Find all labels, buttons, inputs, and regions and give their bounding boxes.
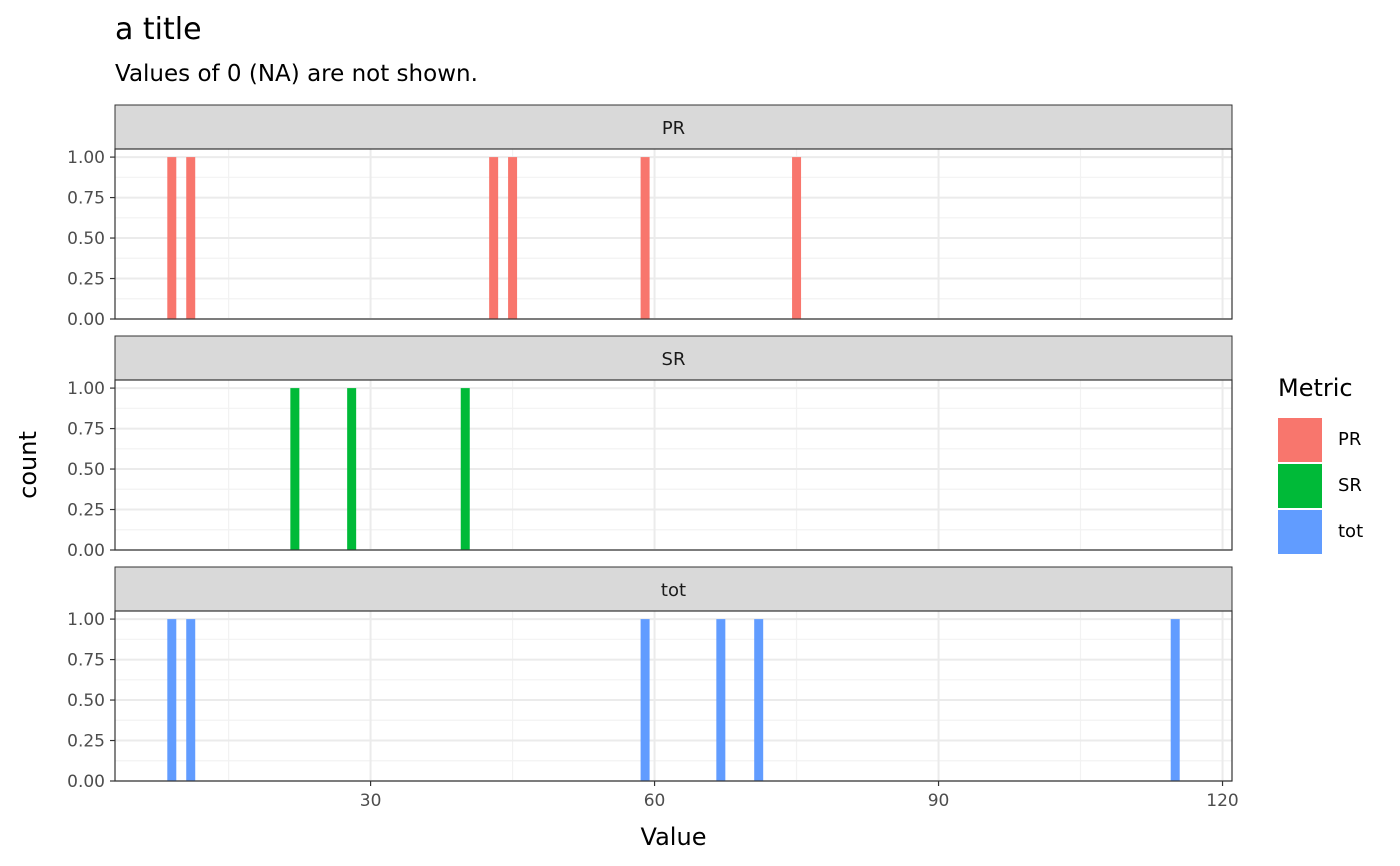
y-tick-label: 0.00 <box>67 772 105 792</box>
histogram-bar <box>186 619 196 781</box>
histogram-bar <box>290 388 300 550</box>
x-tick-label: 90 <box>928 791 950 811</box>
histogram-bar <box>640 157 650 319</box>
x-tick-label: 60 <box>644 791 666 811</box>
facet-strip-label: tot <box>661 580 686 601</box>
y-tick-label: 0.75 <box>67 189 105 209</box>
histogram-bar <box>640 619 650 781</box>
y-tick-label: 0.50 <box>67 229 105 249</box>
y-tick-label: 0.25 <box>67 501 105 521</box>
x-tick-label: 30 <box>360 791 382 811</box>
y-tick-label: 0.50 <box>67 460 105 480</box>
y-tick-label: 0.00 <box>67 541 105 561</box>
panel-border <box>114 379 1233 551</box>
panel-border <box>114 610 1233 782</box>
y-tick-label: 1.00 <box>67 148 105 168</box>
y-tick-label: 0.25 <box>67 732 105 752</box>
x-tick-label: 120 <box>1206 791 1238 811</box>
facet-strip-label: SR <box>662 349 686 370</box>
facet-panel-pr: PR 0.00 0.25 0.50 0.75 1.00 <box>67 104 1233 330</box>
histogram-bar <box>167 619 177 781</box>
histogram-bar <box>508 157 518 319</box>
histogram-bar <box>167 157 177 319</box>
legend-label-pr: PR <box>1338 429 1362 450</box>
chart-title: a title <box>115 12 202 47</box>
legend-title: Metric <box>1278 374 1353 402</box>
facet-strip <box>114 566 1233 612</box>
histogram-bar <box>1170 619 1180 781</box>
panel-border <box>114 148 1233 320</box>
chart-subtitle: Values of 0 (NA) are not shown. <box>115 61 478 87</box>
legend-item-sr: SR <box>1278 464 1388 510</box>
legend-key-tot <box>1278 510 1322 554</box>
legend-label-tot: tot <box>1338 521 1364 542</box>
y-tick-label: 0.00 <box>67 310 105 330</box>
histogram-bar <box>754 619 764 781</box>
y-tick-label: 1.00 <box>67 610 105 630</box>
legend-item-tot: tot <box>1278 510 1388 556</box>
y-tick-label: 0.50 <box>67 691 105 711</box>
legend-key-sr <box>1278 464 1322 508</box>
y-tick-label: 0.75 <box>67 420 105 440</box>
histogram-bar <box>489 157 499 319</box>
x-axis-title: Value <box>641 823 707 851</box>
facet-panel-tot: tot 0.00 0.25 0.50 0.75 1.00 <box>67 566 1233 792</box>
histogram-bar <box>347 388 357 550</box>
y-axis-title: count <box>14 431 42 499</box>
panel-background <box>115 380 1232 550</box>
histogram-bar <box>460 388 470 550</box>
histogram-bar <box>716 619 726 781</box>
panel-background <box>115 611 1232 781</box>
y-tick-label: 0.25 <box>67 270 105 290</box>
facet-strip-label: PR <box>662 118 685 139</box>
histogram-bar <box>792 157 802 319</box>
legend-label-sr: SR <box>1338 475 1362 496</box>
panel-background <box>115 149 1232 319</box>
facet-panel-sr: SR 0.00 0.25 0.50 0.75 1.00 <box>67 335 1233 561</box>
y-tick-label: 0.75 <box>67 651 105 671</box>
y-tick-label: 1.00 <box>67 379 105 399</box>
legend-item-pr: PR <box>1278 418 1388 464</box>
legend-key-pr <box>1278 418 1322 462</box>
histogram-bar <box>186 157 196 319</box>
